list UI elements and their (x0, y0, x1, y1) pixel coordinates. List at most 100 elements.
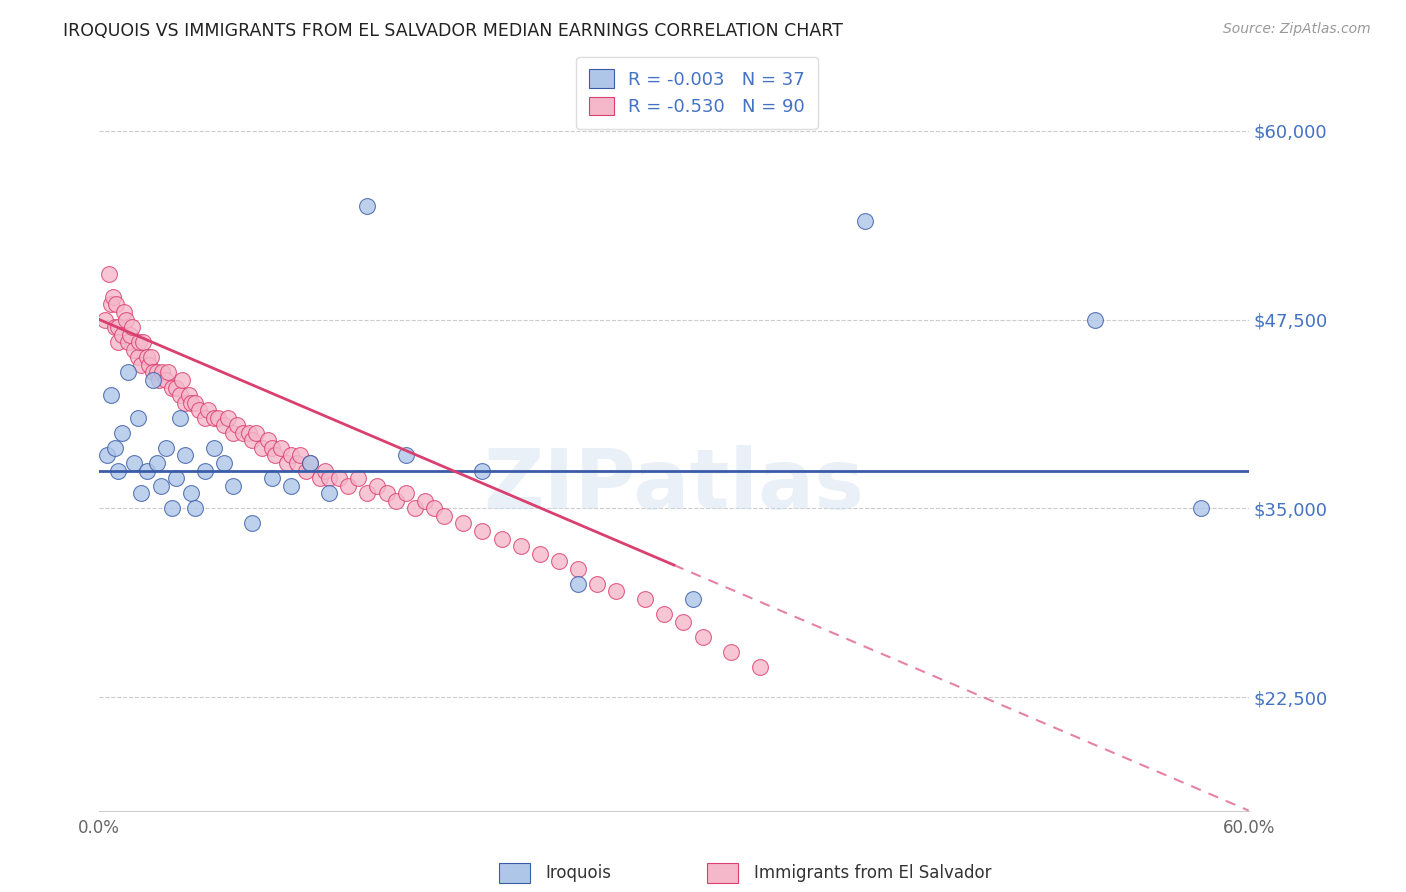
Point (290, 449, 312, 463)
Point (97, 267, 120, 281)
Point (94, 312, 117, 326)
Point (132, 335, 155, 350)
Point (128, 335, 150, 350)
Point (395, 486, 418, 500)
Text: Source: ZipAtlas.com: Source: ZipAtlas.com (1223, 22, 1371, 37)
Point (318, 471, 340, 485)
Text: Immigrants from El Salvador: Immigrants from El Salvador (754, 864, 991, 882)
Text: ZIPatlas: ZIPatlas (484, 445, 865, 526)
Point (165, 380, 187, 394)
Point (107, 320, 129, 334)
Point (184, 501, 207, 516)
Point (238, 425, 260, 440)
Point (127, 351, 149, 365)
Point (148, 373, 170, 387)
Point (256, 434, 278, 448)
Point (169, 410, 191, 425)
Point (232, 425, 254, 440)
Point (105, 297, 128, 311)
Point (101, 290, 124, 304)
Point (404, 501, 426, 516)
Point (212, 456, 235, 470)
Point (337, 479, 360, 493)
Point (298, 456, 321, 470)
Point (136, 464, 159, 478)
Point (652, 607, 675, 621)
Point (356, 199, 378, 213)
Point (491, 532, 513, 546)
Point (308, 471, 330, 485)
Point (276, 456, 298, 470)
Point (122, 456, 145, 470)
Point (174, 395, 197, 409)
Point (264, 449, 287, 463)
Point (138, 358, 160, 372)
Point (682, 592, 704, 607)
Point (346, 471, 368, 485)
Point (207, 410, 229, 425)
Point (111, 425, 134, 440)
Point (529, 547, 551, 561)
Point (145, 365, 167, 379)
Point (155, 441, 177, 455)
Point (131, 486, 153, 500)
Point (260, 441, 283, 455)
Point (471, 524, 494, 538)
Point (174, 449, 197, 463)
Point (131, 358, 153, 372)
Point (165, 471, 187, 485)
Point (328, 471, 350, 485)
Point (692, 630, 714, 644)
Point (567, 562, 589, 576)
Point (142, 365, 165, 379)
Point (509, 539, 531, 553)
Point (152, 365, 174, 379)
Point (202, 410, 225, 425)
Point (122, 343, 145, 357)
Point (375, 486, 398, 500)
Point (157, 365, 180, 379)
Point (260, 471, 283, 485)
Point (160, 380, 183, 394)
Point (605, 584, 627, 599)
Point (222, 479, 245, 493)
Point (121, 320, 143, 334)
Point (145, 456, 167, 470)
Point (720, 645, 742, 659)
Point (96, 449, 118, 463)
Point (242, 516, 264, 531)
Point (187, 403, 209, 417)
Point (127, 410, 149, 425)
Point (212, 418, 235, 433)
Point (184, 395, 207, 409)
Point (471, 464, 494, 478)
Point (107, 335, 129, 350)
Point (295, 464, 318, 478)
Point (413, 493, 436, 508)
Point (100, 388, 122, 402)
Point (107, 464, 129, 478)
Point (245, 425, 267, 440)
Point (118, 327, 141, 342)
Point (1189, 501, 1212, 516)
Point (180, 395, 202, 409)
Point (280, 449, 302, 463)
Legend: R = -0.003   N = 37, R = -0.530   N = 90: R = -0.003 N = 37, R = -0.530 N = 90 (576, 56, 818, 128)
Point (193, 410, 215, 425)
Point (298, 456, 321, 470)
Point (155, 373, 177, 387)
Point (197, 403, 219, 417)
Point (749, 660, 772, 674)
Text: IROQUOIS VS IMMIGRANTS FROM EL SALVADOR MEDIAN EARNINGS CORRELATION CHART: IROQUOIS VS IMMIGRANTS FROM EL SALVADOR … (63, 22, 844, 40)
Point (226, 418, 249, 433)
Point (356, 486, 378, 500)
Point (423, 501, 446, 516)
Point (318, 486, 340, 500)
Point (285, 456, 308, 470)
Point (855, 214, 877, 228)
Point (117, 365, 139, 379)
Point (270, 441, 292, 455)
Point (179, 388, 201, 402)
Point (100, 297, 122, 311)
Point (115, 312, 138, 326)
